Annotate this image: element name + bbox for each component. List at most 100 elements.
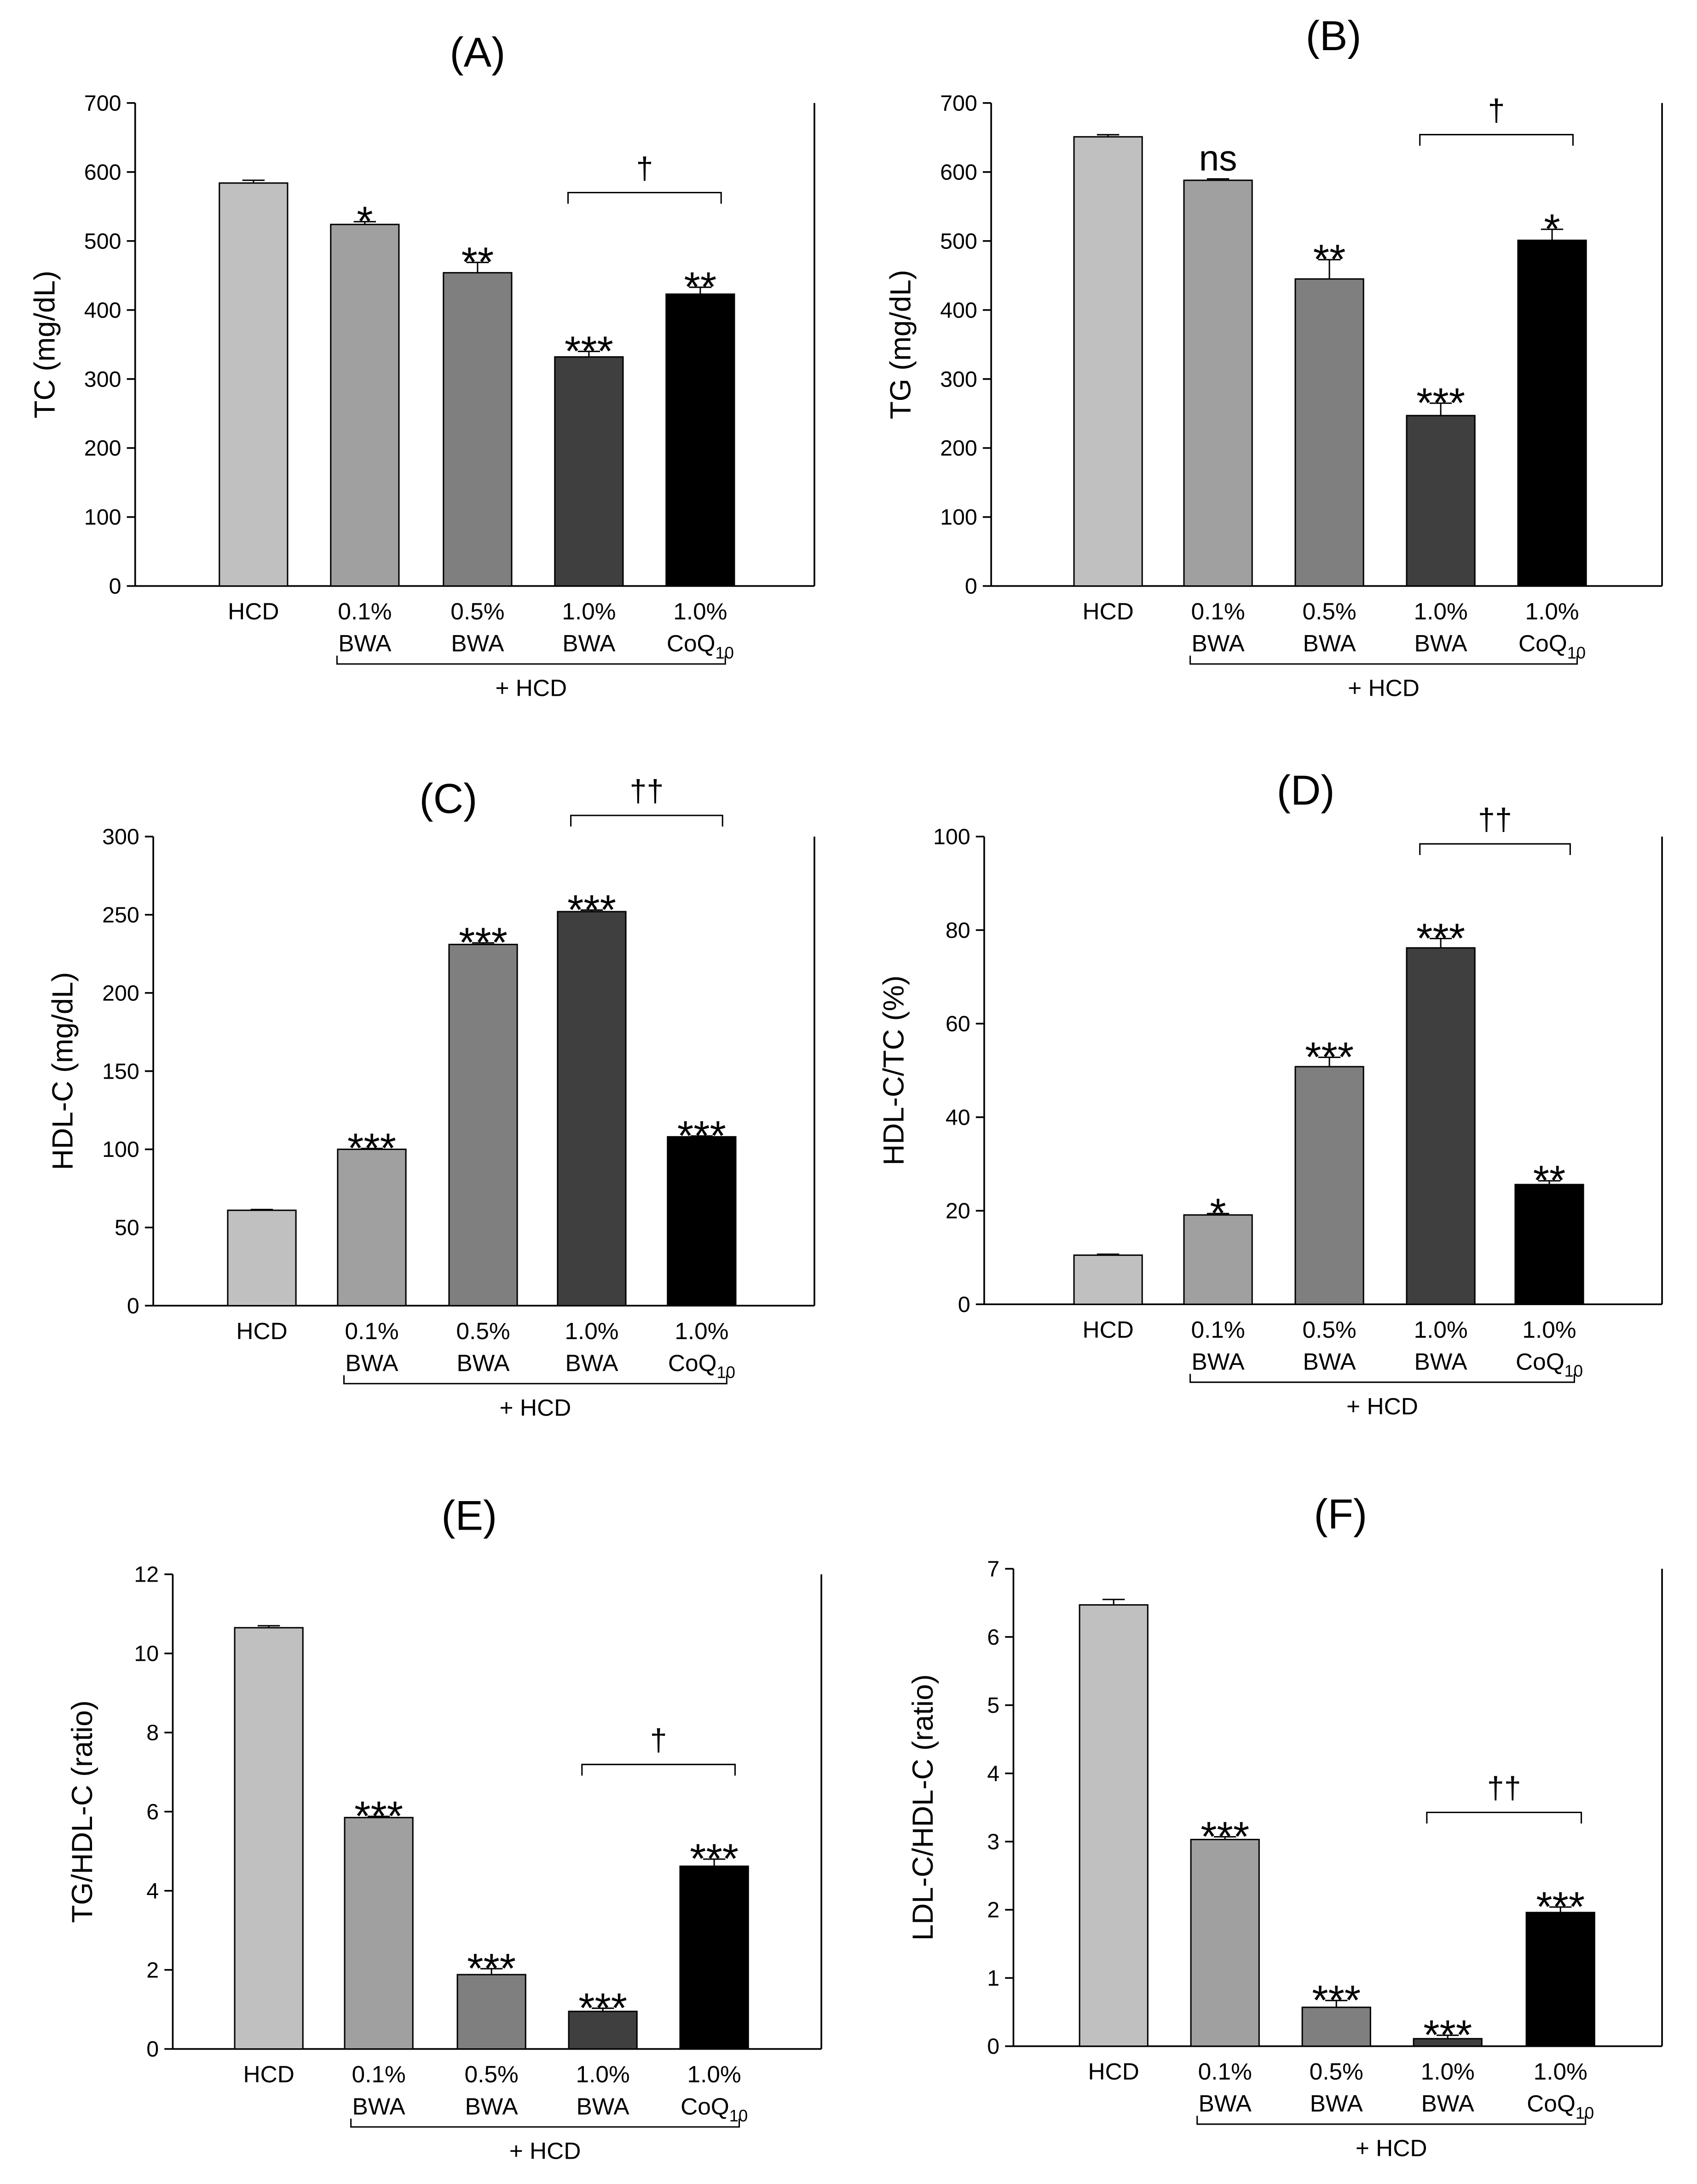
y-tick-label: 400 (84, 298, 121, 323)
y-tick-label: 2 (987, 1898, 999, 1923)
bar-2 (337, 1149, 407, 1306)
category-label: 0.5% (450, 598, 504, 624)
y-tick-label: 200 (84, 436, 121, 461)
bar-2 (330, 224, 400, 587)
y-tick-label: 150 (102, 1059, 139, 1084)
significance-label-3: *** (1305, 1034, 1354, 1080)
significance-label-3: ** (462, 239, 494, 285)
category-label: BWA (1303, 630, 1356, 657)
category-label: 0.1% (1198, 2058, 1252, 2085)
chart-panel-e: (E) 0 2 4 6 8 10 12 TG/HDL-C (ratio) *** *** *** ***… (66, 1492, 822, 2164)
category-label: BWA (1192, 1348, 1245, 1375)
y-tick-label: 300 (940, 367, 977, 392)
y-tick-label: 50 (115, 1215, 139, 1240)
category-label: BWA (338, 630, 392, 657)
significance-label-5: *** (690, 1836, 739, 1882)
category-label: 0.5% (465, 2061, 519, 2087)
category-label: 1.0% (1525, 598, 1579, 624)
significance-label-4: *** (1423, 2012, 1472, 2058)
y-tick-label: 100 (102, 1137, 139, 1162)
group-label: + HCD (500, 1394, 571, 1421)
y-tick-label: 6 (146, 1799, 159, 1824)
category-label: 1.0% (576, 2061, 630, 2087)
significance-label-4: *** (565, 328, 613, 375)
panel-title: (F) (1314, 1491, 1367, 1537)
panel-title: (D) (1277, 767, 1335, 814)
significance-label-2: *** (347, 1125, 396, 1172)
y-tick-label: 600 (84, 160, 121, 185)
comparison-label: †† (1487, 1771, 1521, 1805)
comparison-bracket (1419, 134, 1574, 146)
group-label: + HCD (509, 2138, 581, 2164)
category-label: CoQ10 (1516, 1348, 1583, 1380)
bar-3 (443, 272, 513, 587)
panel-title: (B) (1306, 13, 1362, 59)
significance-label-3: *** (459, 919, 508, 966)
significance-label-3: *** (467, 1945, 516, 1992)
group-bracket (1196, 2115, 1587, 2125)
category-label: BWA (352, 2093, 406, 2120)
y-tick-label: 7 (987, 1557, 999, 1582)
category-label: HCD (1088, 2058, 1139, 2085)
y-tick-label: 0 (127, 1294, 139, 1318)
category-label: BWA (1421, 2090, 1475, 2117)
category-label: BWA (577, 2093, 630, 2120)
bar-1 (1073, 1254, 1143, 1305)
bar-4 (557, 911, 627, 1306)
bar-5 (1517, 239, 1587, 587)
category-label: 1.0% (1421, 2058, 1475, 2085)
y-tick-label: 6 (987, 1625, 999, 1650)
bar-4 (568, 2011, 638, 2050)
comparison-bracket (581, 1763, 736, 1776)
y-tick-label: 60 (946, 1011, 970, 1036)
category-label: 1.0% (687, 2061, 741, 2087)
group-label: + HCD (495, 674, 567, 701)
comparison-label: †† (1478, 803, 1512, 837)
bar-3 (456, 1974, 526, 2050)
panel-title: (A) (450, 29, 505, 76)
bar-1 (234, 1627, 304, 2050)
bar-4 (1406, 415, 1476, 587)
chart-panel-c: (C) 0 50 100 150 200 250 300 HDL-C (mg/dL) *** ***… (46, 774, 815, 1421)
y-tick-label: 0 (146, 2037, 159, 2062)
bar-3 (1294, 278, 1364, 587)
bar-2 (1183, 179, 1253, 587)
group-bracket (336, 655, 726, 665)
y-tick-label: 400 (940, 298, 977, 323)
y-tick-label: 3 (987, 1830, 999, 1855)
significance-label-5: *** (1536, 1884, 1585, 1930)
significance-label-4: *** (1416, 380, 1465, 426)
significance-label-2: * (357, 198, 373, 245)
y-tick-label: 700 (84, 91, 121, 116)
bar-3 (448, 943, 518, 1306)
group-label: + HCD (1348, 674, 1420, 701)
y-tick-label: 100 (933, 825, 970, 849)
y-tick-label: 600 (940, 160, 977, 185)
category-label: CoQ10 (1527, 2090, 1594, 2122)
y-tick-label: 0 (109, 574, 121, 599)
comparison-bracket (567, 191, 722, 204)
category-label: BWA (456, 1349, 510, 1376)
category-label: BWA (562, 630, 616, 657)
category-label: 0.1% (352, 2061, 406, 2087)
category-label: CoQ10 (667, 630, 734, 662)
significance-label-5: *** (677, 1113, 726, 1159)
y-tick-label: 10 (134, 1641, 159, 1666)
category-label: CoQ10 (681, 2093, 748, 2125)
y-axis-label: TG (mg/dL) (884, 270, 917, 419)
category-label: CoQ10 (1518, 630, 1586, 662)
y-axis-label: LDL-C/HDL-C (ratio) (906, 1674, 939, 1941)
y-tick-label: 300 (84, 367, 121, 392)
bar-2 (1190, 1838, 1260, 2047)
bar-4 (1406, 947, 1476, 1305)
category-label: BWA (1192, 630, 1245, 657)
category-label: 0.5% (1303, 1316, 1356, 1343)
group-label: + HCD (1346, 1392, 1418, 1419)
y-tick-label: 80 (946, 918, 970, 943)
category-label: HCD (228, 598, 279, 624)
y-tick-label: 0 (958, 1292, 970, 1317)
y-tick-label: 100 (940, 505, 977, 530)
significance-label-2: ns (1199, 138, 1237, 179)
comparison-bracket (570, 815, 723, 827)
